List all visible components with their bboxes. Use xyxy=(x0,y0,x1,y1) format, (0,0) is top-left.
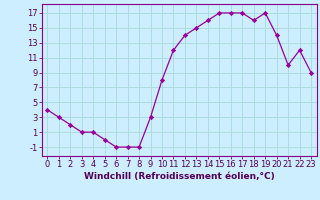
X-axis label: Windchill (Refroidissement éolien,°C): Windchill (Refroidissement éolien,°C) xyxy=(84,172,275,181)
